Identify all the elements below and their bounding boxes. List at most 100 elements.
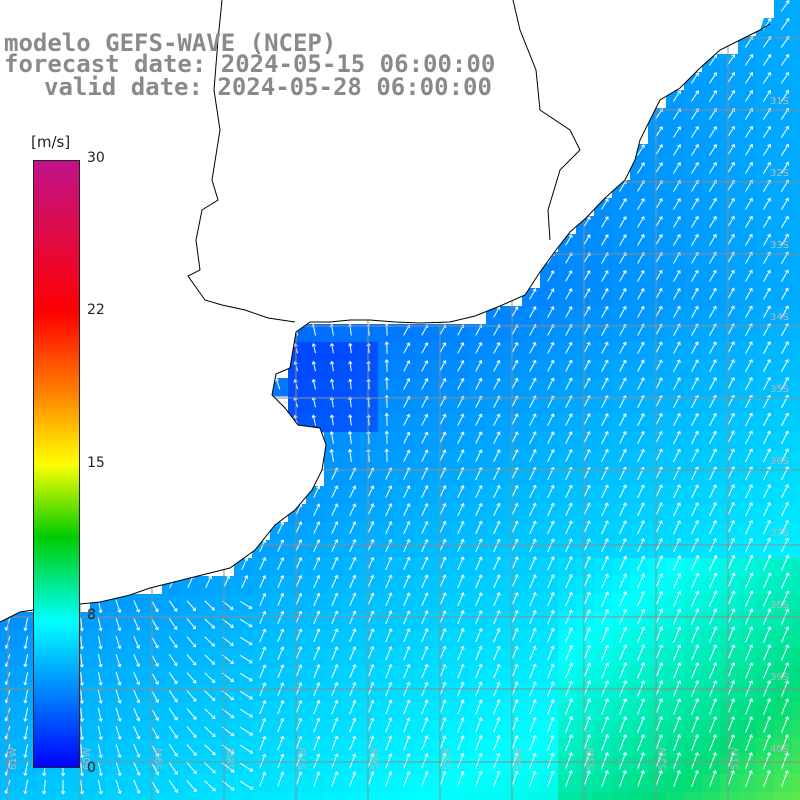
wind-arrow — [204, 762, 216, 774]
wind-cell — [576, 792, 595, 800]
wind-arrow — [727, 233, 735, 246]
wind-arrow — [655, 412, 663, 427]
wind-arrow — [780, 53, 790, 66]
wind-arrow — [151, 600, 159, 613]
wind-arrow — [691, 519, 699, 535]
wind-arrow — [547, 270, 555, 282]
wind-arrow — [367, 521, 375, 534]
wind-arrow — [529, 627, 537, 643]
wind-arrow — [583, 377, 591, 390]
wind-arrow — [511, 413, 519, 426]
wind-arrow — [619, 305, 627, 318]
wind-arrow — [331, 753, 339, 769]
wind-cell — [792, 252, 800, 271]
wind-arrow — [655, 466, 663, 481]
wind-arrow — [97, 725, 103, 741]
wind-arrow — [511, 627, 519, 643]
wind-arrow — [709, 662, 718, 679]
wind-arrow — [655, 216, 663, 228]
wind-arrow — [403, 699, 411, 715]
wind-arrow — [547, 341, 555, 354]
wind-arrow — [349, 753, 357, 769]
wind-arrow — [511, 699, 519, 715]
wind-arrow — [727, 161, 735, 174]
wind-arrow — [511, 341, 519, 354]
wind-arrow — [781, 770, 789, 787]
wind-arrow — [529, 484, 537, 499]
wind-arrow — [439, 342, 447, 354]
wind-arrow — [421, 735, 429, 751]
wind-arrows — [4, 0, 790, 795]
wind-arrow — [655, 305, 663, 318]
wind-arrow — [295, 735, 303, 751]
wind-arrow — [673, 359, 681, 372]
wind-arrow — [186, 654, 197, 666]
wind-arrow — [619, 555, 627, 571]
wind-arrow — [727, 484, 735, 499]
wind-arrow — [601, 662, 610, 679]
wind-arrow — [168, 654, 178, 667]
wind-arrow — [709, 233, 717, 246]
wind-cell — [270, 792, 289, 800]
wind-cell — [684, 792, 703, 800]
wind-arrow — [439, 538, 447, 553]
wind-arrow — [367, 592, 375, 607]
wind-arrow — [763, 448, 771, 463]
wind-arrow — [331, 503, 339, 516]
wind-arrow — [384, 376, 389, 390]
wind-arrow — [529, 341, 537, 354]
wind-arrow — [277, 628, 285, 643]
wind-arrow — [439, 449, 447, 462]
wind-arrow — [637, 770, 645, 787]
wind-arrow — [690, 90, 699, 102]
wind-arrow — [763, 466, 771, 481]
wind-arrow — [277, 664, 285, 679]
wind-arrow — [511, 645, 519, 661]
wind-arrow — [637, 590, 646, 607]
wind-arrow — [601, 341, 609, 354]
wind-arrow — [781, 376, 789, 391]
wind-arrow — [781, 716, 789, 733]
wind-arrow — [709, 502, 717, 517]
wind-arrow — [277, 735, 285, 751]
wind-arrow — [762, 125, 772, 138]
wind-arrow — [313, 556, 321, 570]
wind-arrow — [493, 377, 501, 390]
wind-arrow — [295, 610, 303, 625]
wind-arrow — [403, 735, 411, 751]
wind-arrow — [726, 125, 735, 138]
wind-arrow — [781, 698, 790, 715]
wind-cell — [18, 792, 37, 800]
wind-arrow — [637, 716, 645, 733]
wind-cell — [720, 792, 739, 800]
wind-arrow — [547, 431, 555, 444]
wind-arrow — [691, 233, 699, 246]
lat-label: 31S — [770, 96, 789, 107]
wind-arrow — [547, 359, 555, 372]
wind-arrow — [475, 627, 483, 643]
wind-arrow — [762, 161, 771, 174]
wind-arrow — [186, 780, 197, 793]
wind-arrow — [619, 341, 627, 354]
wind-arrow — [385, 663, 393, 679]
wind-arrow — [529, 699, 537, 715]
wind-arrow — [385, 753, 393, 769]
wind-arrow — [186, 690, 197, 702]
wind-arrow — [384, 359, 389, 372]
wind-arrow — [762, 89, 772, 102]
wind-arrow — [601, 377, 609, 390]
wind-arrow — [133, 761, 141, 776]
wind-arrow — [727, 215, 735, 228]
wind-arrow — [673, 734, 681, 751]
wind-arrow — [493, 538, 501, 553]
wind-arrow — [583, 288, 591, 300]
wind-arrow — [223, 575, 231, 588]
wind-arrow — [565, 341, 573, 354]
wind-arrow — [457, 485, 465, 498]
wind-arrow — [240, 672, 253, 682]
wind-arrow — [439, 663, 447, 679]
wind-arrow — [655, 341, 663, 354]
wind-arrow — [745, 644, 754, 661]
wind-arrow — [151, 636, 159, 649]
wind-arrow — [133, 779, 141, 794]
